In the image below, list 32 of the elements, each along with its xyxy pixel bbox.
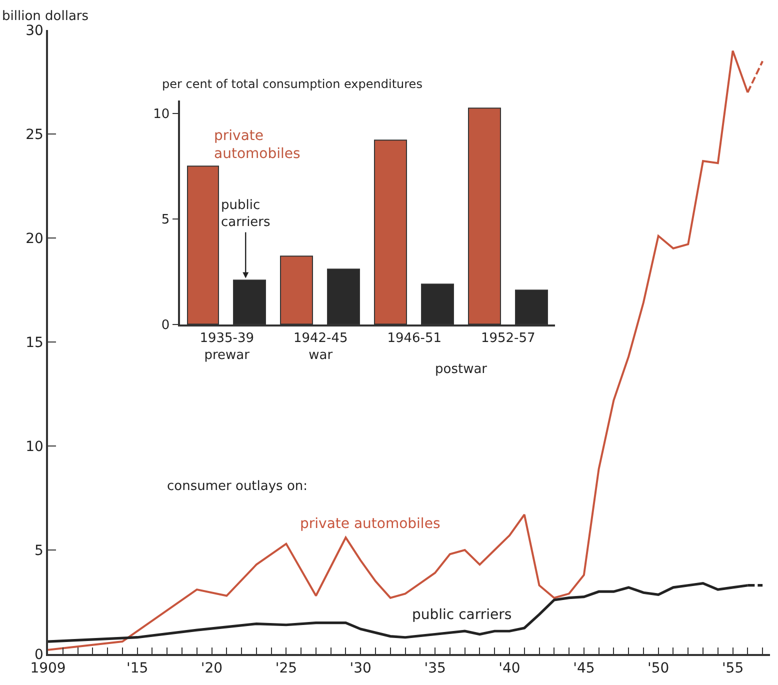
x-tick-label: 1935-39 prewar bbox=[200, 330, 254, 363]
x-tick-label: '50 bbox=[648, 660, 670, 677]
y-tick-label: 0 bbox=[34, 646, 44, 663]
x-tick-label: 1942-45 war bbox=[293, 330, 348, 363]
series-label: private automobiles bbox=[214, 128, 300, 162]
y-axis-title: billion dollars bbox=[2, 9, 89, 24]
series-label: private automobiles bbox=[300, 516, 440, 532]
y-tick-label: 15 bbox=[26, 334, 44, 351]
y-axis-title: per cent of total consumption expenditures bbox=[162, 77, 422, 91]
y-tick-label: 5 bbox=[161, 212, 170, 228]
y-tick-label: 30 bbox=[26, 22, 44, 39]
x-tick-label: '35 bbox=[424, 660, 446, 677]
series-label: public carriers bbox=[412, 607, 512, 623]
y-tick-label: 10 bbox=[153, 106, 170, 122]
y-tick-label: 20 bbox=[26, 230, 44, 247]
x-tick-label: '20 bbox=[200, 660, 223, 677]
x-tick-label: 1946-51 bbox=[387, 330, 442, 346]
text: public carriers bbox=[221, 198, 271, 230]
y-tick-label: 0 bbox=[161, 318, 170, 334]
x-tick-label: 1909 bbox=[30, 660, 66, 677]
x-tick-label: '25 bbox=[275, 660, 298, 677]
y-tick-label: 10 bbox=[26, 438, 44, 455]
y-tick-label: 25 bbox=[26, 126, 44, 143]
x-tick-label: '40 bbox=[498, 660, 520, 677]
x-tick-label: '45 bbox=[573, 660, 595, 677]
annotation: consumer outlays on: bbox=[167, 479, 308, 494]
y-tick-label: 5 bbox=[34, 542, 44, 559]
x-tick-label: 1952-57 bbox=[480, 330, 536, 346]
annotation: postwar bbox=[435, 362, 488, 377]
x-tick-label: '55 bbox=[722, 660, 744, 677]
x-tick-label: '15 bbox=[126, 660, 148, 677]
x-tick-label: '30 bbox=[350, 660, 372, 677]
